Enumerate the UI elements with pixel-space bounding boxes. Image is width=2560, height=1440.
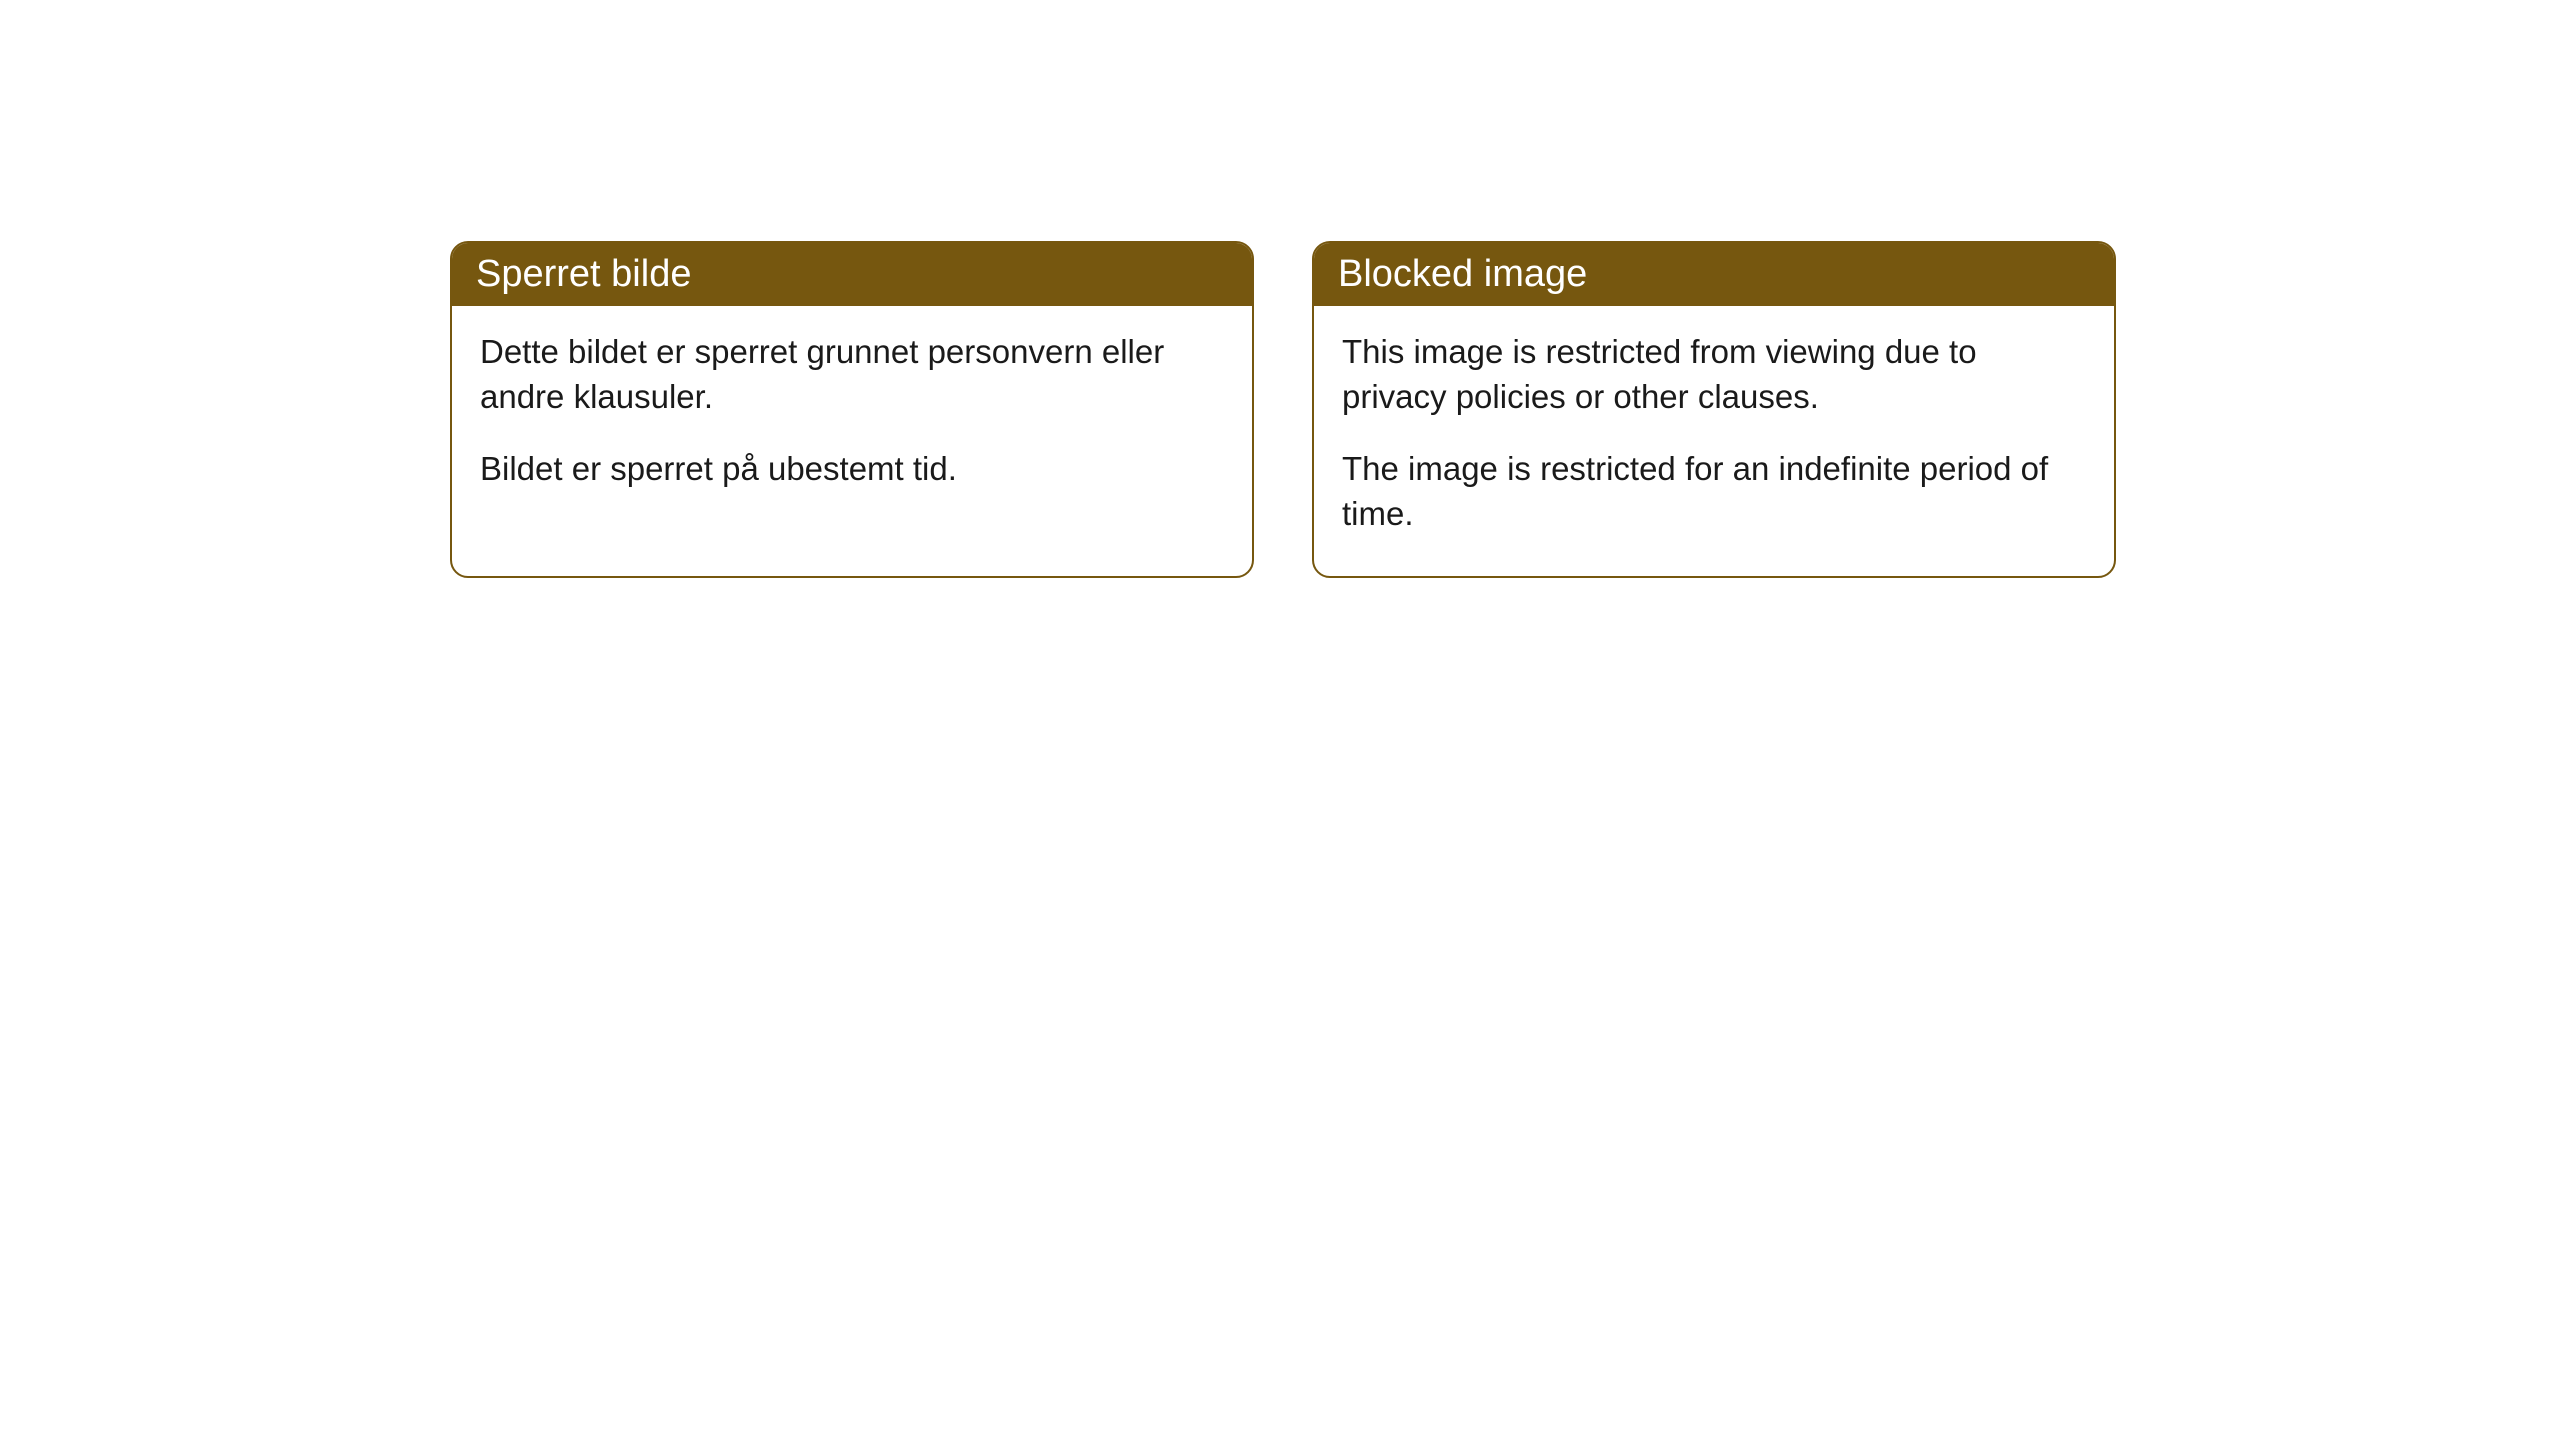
card-body: This image is restricted from viewing du…: [1314, 306, 2114, 576]
card-title: Blocked image: [1338, 253, 1587, 295]
card-paragraph: Dette bildet er sperret grunnet personve…: [480, 330, 1224, 419]
card-title: Sperret bilde: [476, 253, 691, 295]
card-header: Blocked image: [1314, 243, 2114, 306]
card-paragraph: The image is restricted for an indefinit…: [1342, 447, 2086, 536]
card-body: Dette bildet er sperret grunnet personve…: [452, 306, 1252, 532]
card-paragraph: This image is restricted from viewing du…: [1342, 330, 2086, 419]
card-paragraph: Bildet er sperret på ubestemt tid.: [480, 447, 1224, 492]
notice-cards-container: Sperret bilde Dette bildet er sperret gr…: [0, 0, 2560, 578]
blocked-image-card-english: Blocked image This image is restricted f…: [1312, 241, 2116, 578]
card-header: Sperret bilde: [452, 243, 1252, 306]
blocked-image-card-norwegian: Sperret bilde Dette bildet er sperret gr…: [450, 241, 1254, 578]
